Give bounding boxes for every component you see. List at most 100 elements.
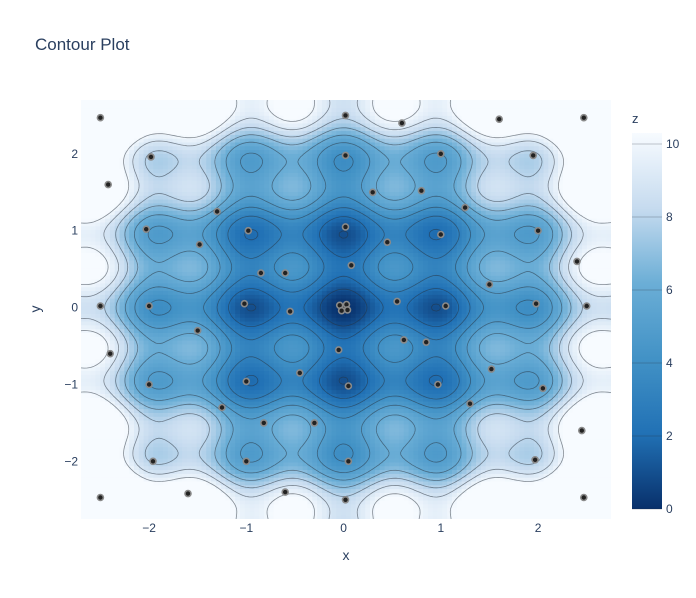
contour-cell	[105, 199, 111, 204]
contour-cell	[235, 210, 241, 215]
contour-cell	[215, 397, 222, 402]
contour-cell	[158, 263, 164, 269]
contour-cell	[90, 442, 97, 448]
contour-cell	[273, 134, 280, 139]
contour-cell	[124, 164, 130, 170]
contour-cell	[259, 339, 265, 345]
contour-cell	[268, 317, 275, 322]
contour-cell	[196, 179, 203, 185]
contour-cell	[187, 168, 193, 173]
plot-area[interactable]	[81, 100, 612, 520]
contour-cell	[134, 313, 140, 318]
contour-cell	[235, 282, 241, 288]
contour-cell	[182, 385, 188, 391]
contour-cell	[206, 511, 212, 516]
contour-cell	[288, 301, 294, 307]
contour-cell	[148, 362, 154, 368]
contour-cell	[85, 496, 92, 501]
contour-cell	[81, 130, 87, 135]
contour-cell	[191, 355, 198, 360]
contour-cell	[206, 442, 212, 448]
contour-cell	[158, 336, 164, 341]
contour-cell	[201, 233, 207, 238]
contour-cell	[268, 469, 275, 474]
contour-cell	[109, 503, 116, 509]
contour-cell	[254, 320, 260, 326]
contour-cell	[288, 435, 294, 440]
contour-cell	[177, 130, 183, 135]
contour-cell	[220, 442, 227, 448]
contour-cell	[240, 145, 246, 151]
contour-cell	[249, 351, 256, 356]
contour-cell	[244, 423, 251, 429]
contour-cell	[100, 366, 106, 372]
contour-cell	[95, 515, 101, 519]
contour-cell	[109, 431, 116, 436]
contour-cell	[105, 511, 111, 516]
contour-cell	[114, 515, 121, 519]
contour-cell	[283, 400, 289, 406]
contour-cell	[138, 412, 145, 417]
contour-cell	[278, 328, 284, 333]
contour-cell	[105, 439, 111, 444]
contour-cell	[85, 397, 92, 402]
contour-cell	[273, 214, 280, 219]
contour-cell	[230, 431, 236, 436]
contour-cell	[191, 351, 198, 356]
contour-cell	[249, 157, 256, 162]
contour-cell	[283, 496, 289, 501]
contour-cell	[264, 122, 270, 128]
contour-cell	[211, 355, 217, 360]
contour-cell	[191, 145, 198, 151]
contour-cell	[177, 252, 183, 257]
contour-cell	[85, 309, 92, 314]
contour-cell	[240, 107, 246, 113]
contour-cell	[288, 286, 294, 292]
contour-cell	[288, 419, 294, 425]
contour-cell	[172, 100, 178, 105]
contour-cell	[172, 499, 178, 505]
contour-cell	[129, 499, 135, 505]
contour-cell	[264, 195, 270, 200]
contour-cell	[134, 252, 140, 257]
contour-cell	[105, 103, 111, 109]
contour-cell	[268, 267, 275, 273]
contour-cell	[283, 214, 289, 219]
contour-cell	[134, 374, 140, 379]
contour-cell	[268, 370, 275, 375]
contour-cell	[95, 256, 101, 261]
contour-cell	[225, 187, 231, 193]
contour-cell	[85, 183, 92, 189]
contour-cell	[114, 343, 121, 349]
contour-cell	[264, 153, 270, 158]
contour-cell	[259, 119, 265, 124]
contour-cell	[254, 267, 260, 273]
contour-cell	[109, 179, 116, 185]
contour-cell	[278, 385, 284, 391]
contour-cell	[283, 416, 289, 421]
contour-cell	[182, 359, 188, 364]
contour-cell	[230, 187, 236, 193]
contour-cell	[162, 294, 169, 299]
contour-cell	[283, 343, 289, 349]
contour-cell	[244, 134, 251, 139]
contour-cell	[119, 309, 125, 314]
contour-cell	[138, 511, 145, 516]
contour-cell	[264, 103, 270, 109]
contour-cell	[240, 187, 246, 193]
contour-cell	[225, 370, 231, 375]
contour-cell	[259, 320, 265, 326]
contour-cell	[114, 218, 121, 223]
contour-cell	[138, 324, 145, 330]
contour-cell	[297, 492, 304, 497]
contour-cell	[134, 237, 140, 242]
contour-cell	[259, 111, 265, 116]
contour-cell	[167, 404, 174, 410]
contour-cell	[220, 202, 227, 208]
contour-cell	[201, 309, 207, 314]
contour-cell	[124, 172, 130, 177]
contour-cell	[85, 461, 92, 467]
contour-cell	[129, 229, 135, 234]
contour-cell	[259, 221, 265, 227]
